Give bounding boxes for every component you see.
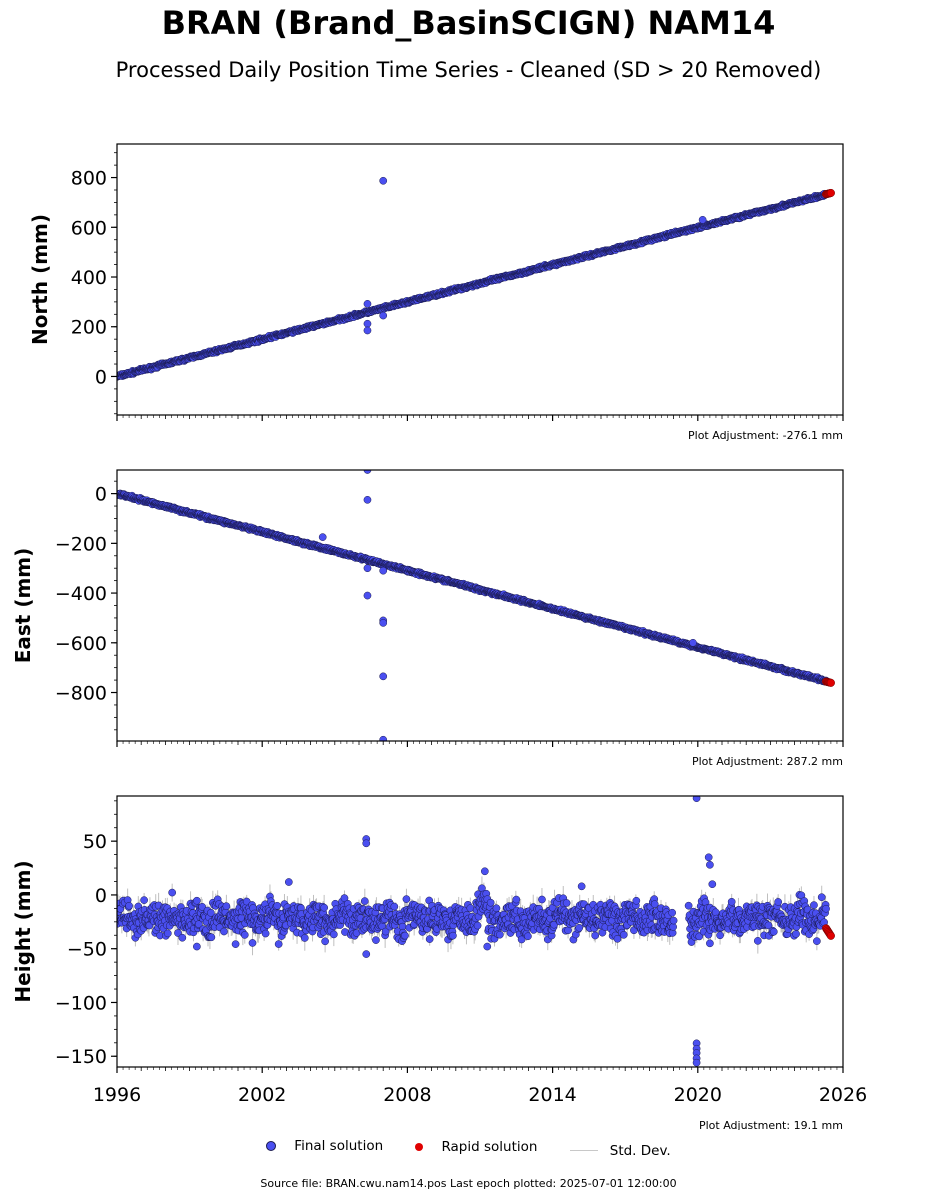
north-ytick-label: 800 — [71, 168, 107, 190]
north-ytick-label: 200 — [71, 317, 107, 339]
east-plot-adjustment: Plot Adjustment: 287.2 mm — [692, 755, 843, 768]
north-ytick-label: 600 — [71, 217, 107, 239]
east-ytick-label: −600 — [55, 633, 107, 655]
east-final-point — [363, 591, 372, 600]
east-axes-frame — [116, 469, 844, 742]
east-final-point — [363, 495, 372, 504]
north-rapid-point — [826, 188, 835, 198]
east-final-point — [318, 533, 327, 541]
east-rapid-point — [826, 678, 835, 687]
east-final-point — [379, 735, 388, 741]
east-panel: −800 −600 −400 −200 0 East (mm) Plot Adjustmen… — [11, 469, 844, 768]
east-final-point — [363, 564, 372, 573]
north-final-point — [698, 215, 707, 224]
north-panel: 0 200 400 600 800 North (mm) Plot Adjustment: … — [28, 143, 844, 442]
chart-title: BRAN (Brand_BasinSCIGN) NAM14 — [161, 4, 776, 42]
east-ytick-label: −800 — [55, 683, 107, 705]
east-final-point — [379, 619, 388, 627]
figure: 0 200 400 600 800 North (mm) Plot Adjustment: … — [11, 143, 867, 1130]
north-final-point — [379, 311, 388, 320]
north-ylabel: North (mm) — [28, 214, 52, 345]
east-ytick-label: 0 — [95, 484, 107, 506]
east-final-point — [689, 638, 697, 647]
north-final-point — [363, 300, 372, 308]
east-data — [117, 470, 835, 741]
east-final-point — [379, 566, 388, 575]
north-final-point — [363, 326, 372, 335]
north-final-point — [363, 319, 372, 328]
east-ytick-label: −200 — [55, 533, 107, 555]
height-data — [117, 796, 835, 1067]
east-ytick-label: −400 — [55, 583, 107, 605]
north-final-point — [379, 176, 388, 185]
north-data — [117, 176, 835, 381]
north-ytick-label: 400 — [71, 267, 107, 289]
east-final-point — [379, 672, 388, 681]
north-plot-adjustment: Plot Adjustment: -276.1 mm — [688, 429, 843, 442]
chart-subtitle: Processed Daily Position Time Series - C… — [115, 58, 822, 82]
east-final-point — [363, 470, 372, 474]
north-ytick-label: 0 — [95, 366, 107, 388]
east-ylabel: East (mm) — [11, 548, 35, 664]
